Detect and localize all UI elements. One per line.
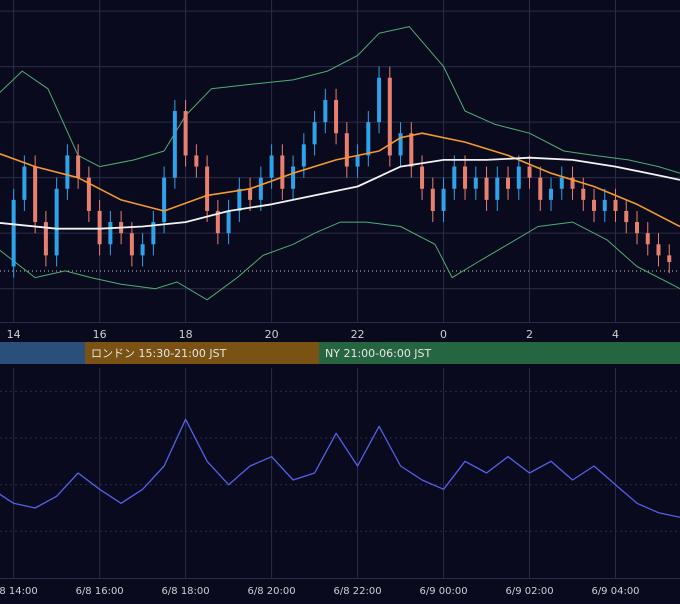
candle-down — [280, 155, 285, 189]
candle-down — [86, 177, 91, 211]
session-label: NY 21:00-06:00 JST — [325, 347, 432, 360]
candle-up — [237, 188, 242, 211]
candle-up — [108, 222, 113, 245]
candle-up — [258, 177, 263, 200]
candle-down — [613, 199, 618, 211]
candle-up — [291, 166, 296, 189]
price-x-tick-label: 16 — [93, 328, 107, 341]
bollinger-lower-line — [0, 221, 680, 301]
candle-up — [452, 166, 457, 189]
price-x-tick-label: 2 — [526, 328, 533, 341]
candle-down — [205, 166, 210, 211]
oscillator-line — [0, 418, 680, 518]
candle-down — [43, 222, 48, 256]
price-x-tick-label: 14 — [7, 328, 21, 341]
candle-down — [430, 188, 435, 211]
candle-up — [172, 111, 177, 178]
candle-down — [76, 155, 81, 178]
candle-up — [301, 144, 306, 167]
osc-x-tick-label: 6/8 14:00 — [0, 586, 38, 597]
price-x-tick-label: 18 — [179, 328, 193, 341]
candle-up — [495, 177, 500, 200]
candle-up — [312, 122, 317, 145]
candle-down — [527, 166, 532, 178]
candle-up — [151, 222, 156, 245]
candle-down — [409, 133, 414, 167]
session-bar — [319, 342, 680, 364]
candle-down — [592, 199, 597, 211]
candle-up — [549, 188, 554, 200]
candle-up — [11, 199, 16, 267]
candle-up — [355, 155, 360, 167]
ma-long-line — [0, 156, 680, 230]
candle-up — [162, 177, 167, 223]
candle-up — [22, 166, 27, 200]
osc-x-tick-label: 6/9 00:00 — [420, 586, 468, 597]
candle-down — [506, 177, 511, 189]
candle-down — [645, 233, 650, 245]
candle-up — [226, 210, 231, 234]
candle-down — [420, 166, 425, 189]
candle-down — [463, 166, 468, 189]
candle-down — [387, 77, 392, 156]
candle-down — [129, 233, 134, 256]
candle-up — [140, 244, 145, 256]
ma-short-line — [0, 132, 680, 228]
candle-up — [398, 133, 403, 156]
osc-x-tick-label: 6/9 04:00 — [591, 586, 639, 597]
candle-up — [377, 77, 382, 123]
candle-down — [215, 210, 220, 234]
candle-up — [602, 199, 607, 211]
session-bar — [0, 342, 85, 364]
osc-x-tick-label: 6/8 16:00 — [76, 586, 124, 597]
candle-up — [516, 166, 521, 189]
candle-up — [65, 155, 70, 189]
candle-up — [473, 177, 478, 189]
candle-up — [559, 177, 564, 189]
candle-down — [248, 188, 253, 200]
candle-up — [54, 188, 59, 256]
candle-down — [334, 99, 339, 134]
price-x-tick-label: 0 — [440, 328, 447, 341]
price-x-tick-label: 20 — [265, 328, 279, 341]
candle-down — [344, 133, 349, 167]
osc-x-tick-label: 6/8 20:00 — [248, 586, 296, 597]
candle-down — [97, 210, 102, 245]
candle-down — [635, 222, 640, 234]
candle-up — [441, 188, 446, 211]
session-bar — [85, 342, 319, 364]
osc-x-tick-label: 6/8 18:00 — [162, 586, 210, 597]
osc-x-tick-label: 6/9 02:00 — [505, 586, 553, 597]
candle-up — [269, 155, 274, 178]
bollinger-upper-line — [0, 26, 680, 174]
candle-down — [538, 177, 543, 200]
candle-up — [366, 122, 371, 156]
candle-down — [194, 155, 199, 167]
candle-down — [33, 166, 38, 223]
candle-down — [656, 244, 661, 256]
candle-down — [484, 177, 489, 200]
candle-down — [570, 177, 575, 189]
price-x-tick-label: 22 — [351, 328, 365, 341]
candle-down — [581, 188, 586, 200]
osc-x-tick-label: 6/8 22:00 — [334, 586, 382, 597]
price-x-tick-label: 4 — [612, 328, 619, 341]
candle-down — [624, 210, 629, 223]
session-label: ロンドン 15:30-21:00 JST — [91, 347, 227, 360]
candle-down — [667, 255, 672, 263]
candle-down — [183, 111, 188, 156]
candle-up — [323, 99, 328, 123]
